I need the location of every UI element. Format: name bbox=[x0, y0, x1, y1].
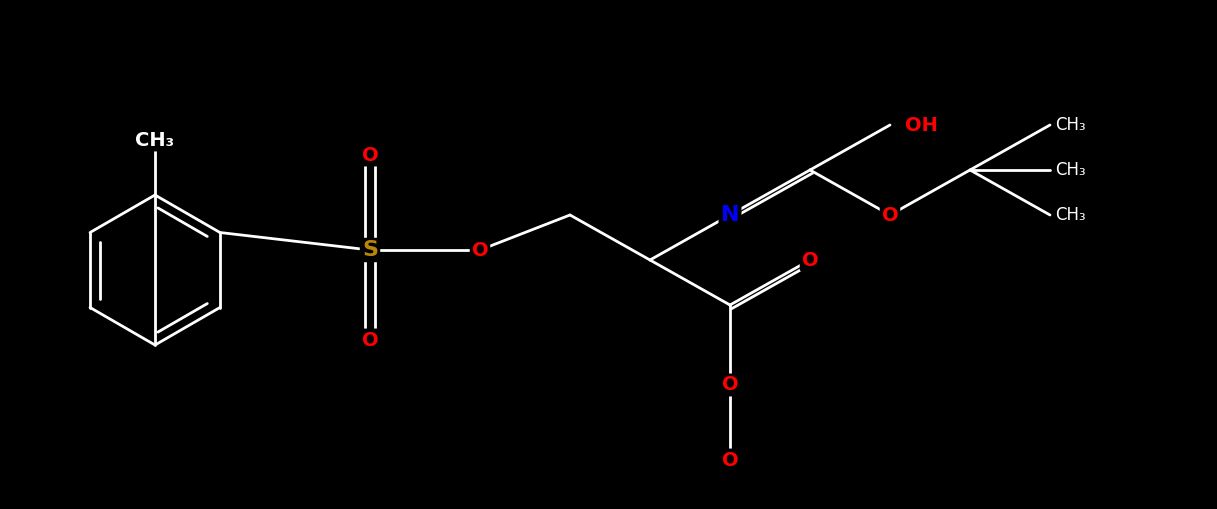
Text: CH₃: CH₃ bbox=[1055, 161, 1086, 179]
Text: CH₃: CH₃ bbox=[1055, 116, 1086, 134]
Text: CH₃: CH₃ bbox=[135, 130, 174, 150]
Text: OH: OH bbox=[905, 116, 938, 134]
Text: O: O bbox=[722, 376, 739, 394]
Text: O: O bbox=[361, 146, 378, 164]
Text: N: N bbox=[720, 205, 739, 225]
Text: CH₃: CH₃ bbox=[1055, 206, 1086, 224]
Text: O: O bbox=[722, 450, 739, 469]
Text: S: S bbox=[361, 240, 378, 260]
Text: O: O bbox=[472, 240, 488, 260]
Text: O: O bbox=[881, 206, 898, 224]
Text: O: O bbox=[802, 250, 818, 269]
Text: O: O bbox=[361, 330, 378, 350]
